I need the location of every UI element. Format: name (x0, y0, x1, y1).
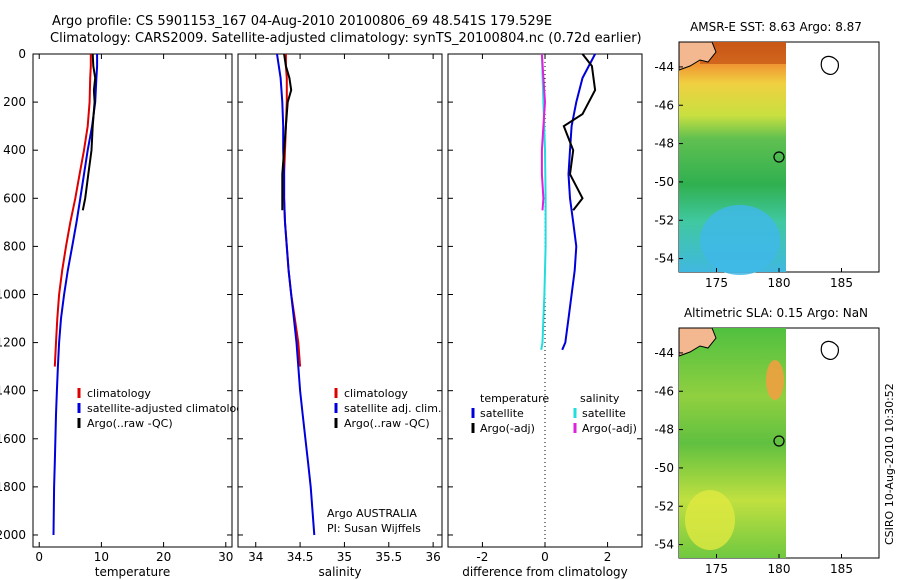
x-tick-label: 34.5 (287, 550, 314, 564)
legend-entry: climatology (87, 387, 151, 400)
map-y-tick-label: -46 (654, 98, 674, 112)
map-y-tick-label: -46 (654, 384, 674, 398)
sst-map-title: AMSR-E SST: 8.63 Argo: 8.87 (690, 20, 862, 34)
map-y-tick-label: -44 (654, 60, 674, 74)
map-y-tick-label: -48 (654, 137, 674, 151)
plot-frame (237, 53, 443, 548)
y-tick-label: 1600 (0, 432, 26, 446)
y-tick-label: 200 (3, 95, 26, 109)
sst-map-panel: AMSR-E SST: 8.63 Argo: 8.87 175 180 185 -44… (654, 20, 880, 290)
x-axis-label: difference from climatology (462, 565, 628, 579)
legend-heading: temperature (480, 392, 549, 405)
sla-profile-marker (773, 435, 785, 447)
legend-entry: climatology (344, 387, 408, 400)
sst-cool-tongue (700, 205, 780, 275)
x-tick-label: 35.5 (375, 550, 402, 564)
temperature-panel: 0 10 20 30 temperature 0 200 400 600 800 1000 1200 1… (0, 47, 250, 579)
sla-land-nz (678, 327, 717, 357)
sst-coastline-island (820, 55, 839, 75)
map-y-tick-label: -50 (654, 461, 674, 475)
x-tick-label: 30 (218, 550, 233, 564)
series-line-salinity-argo-adj- (540, 53, 547, 211)
map-y-tick-label: -52 (654, 499, 674, 513)
series-line-argo-raw-qc- (281, 53, 293, 211)
y-tick-label: 400 (3, 143, 26, 157)
agency-label: Argo AUSTRALIA (327, 507, 417, 520)
figure-title-line1: Argo profile: CS 5901153_167 04-Aug-2010… (52, 14, 552, 29)
legend-entry: Argo(..raw -QC) (344, 417, 430, 430)
x-tick-label: 34 (248, 550, 263, 564)
x-axis-label: temperature (95, 565, 170, 579)
sla-coastline-island (820, 340, 839, 360)
series-line-temperature-argo-adj- (562, 53, 597, 211)
sla-warm-blob (766, 360, 784, 400)
timestamp-stamp: CSIRO 10-Aug-2010 10:30:52 (883, 383, 896, 545)
map-y-tick-label: -54 (654, 252, 674, 266)
map-x-tick-label: 180 (768, 276, 791, 290)
legend-entry: Argo(-adj) (480, 422, 535, 435)
sst-warm-patch (700, 42, 786, 64)
x-tick-label: 2 (604, 550, 612, 564)
x-tick-label: -2 (476, 550, 488, 564)
legend-entry: satellite adj. clim. (344, 402, 441, 415)
legend-entry: Argo(-adj) (582, 422, 637, 435)
salinity-panel: 34 34.5 35 35.5 36 salinity climatology satelli… (237, 53, 443, 579)
map-y-tick-label: -44 (654, 346, 674, 360)
y-tick-label: 1800 (0, 480, 26, 494)
y-tick-label: 800 (3, 239, 26, 253)
map-y-tick-label: -52 (654, 213, 674, 227)
legend-entry: satellite-adjusted climatology (87, 402, 250, 415)
series-line-argo-raw-qc- (81, 53, 97, 211)
series-line-satellite-adj-clim- (276, 53, 316, 536)
map-y-tick-label: -54 (654, 538, 674, 552)
legend-entry: satellite (582, 407, 626, 420)
sst-land-nz (678, 41, 717, 71)
sst-profile-marker (773, 151, 785, 163)
legend-heading: salinity (580, 392, 620, 405)
x-tick-label: 0 (541, 550, 549, 564)
map-x-tick-label: 180 (768, 562, 791, 576)
sla-yellow-blob (685, 490, 735, 550)
map-y-tick-label: -50 (654, 175, 674, 189)
series-line-climatology (53, 54, 92, 367)
y-tick-label: 1000 (0, 287, 26, 301)
y-tick-label: 1400 (0, 384, 26, 398)
sla-map-panel: Altimetric SLA: 0.15 Argo: NaN 175 180 185… (654, 306, 880, 576)
sla-map-title: Altimetric SLA: 0.15 Argo: NaN (684, 306, 868, 320)
x-tick-label: 35 (337, 550, 352, 564)
legend-entry: Argo(..raw -QC) (87, 417, 173, 430)
map-x-tick-label: 175 (705, 562, 728, 576)
map-y-tick-label: -48 (654, 423, 674, 437)
y-tick-label: 1200 (0, 336, 26, 350)
y-tick-label: 0 (18, 47, 26, 61)
map-x-tick-label: 175 (705, 276, 728, 290)
pi-label: PI: Susan Wijffels (327, 522, 421, 535)
x-tick-label: 0 (35, 550, 43, 564)
y-tick-label: 2000 (0, 528, 26, 542)
map-x-tick-label: 185 (830, 562, 853, 576)
legend-entry: satellite (480, 407, 524, 420)
x-tick-label: 20 (156, 550, 171, 564)
y-tick-label: 600 (3, 191, 26, 205)
series-line-temperature-satellite (561, 53, 596, 351)
figure-title-line2: Climatology: CARS2009. Satellite-adjuste… (50, 31, 642, 46)
x-axis-label: salinity (318, 565, 361, 579)
plot-frame (32, 53, 233, 548)
x-tick-label: 10 (94, 550, 109, 564)
map-x-tick-label: 185 (830, 276, 853, 290)
x-tick-label: 36 (425, 550, 440, 564)
